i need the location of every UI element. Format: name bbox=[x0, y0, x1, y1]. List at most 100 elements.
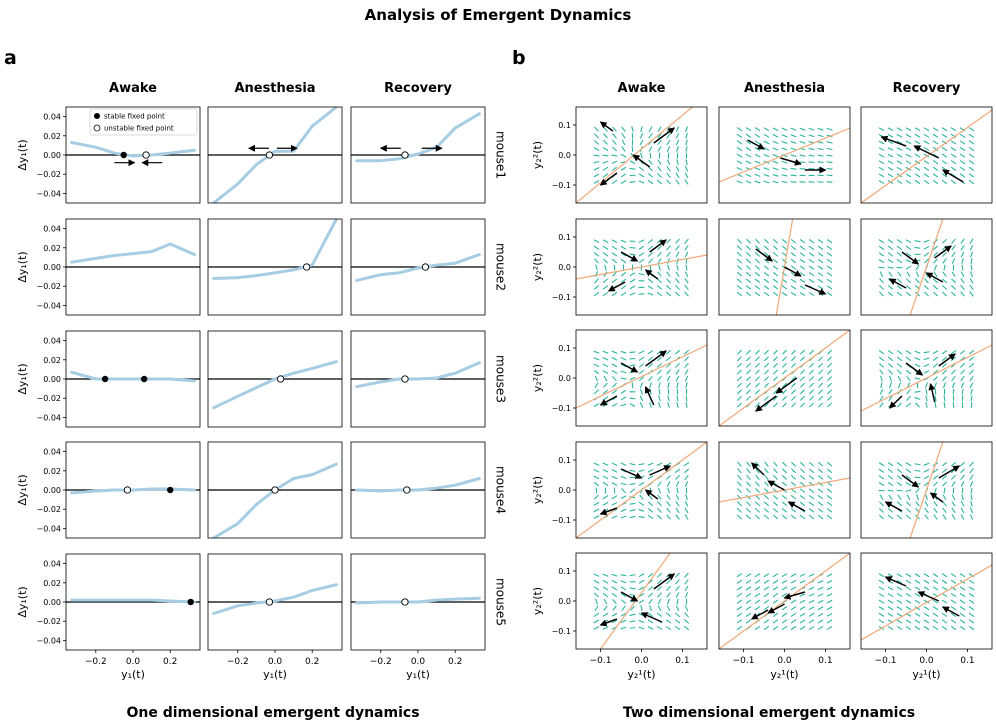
axes-frame bbox=[350, 330, 486, 428]
quiver-arrow bbox=[638, 463, 645, 466]
quiver-arrow bbox=[638, 482, 645, 486]
quiver-arrow bbox=[737, 376, 742, 381]
quiver-arrow bbox=[772, 586, 779, 591]
quiver-arrow bbox=[969, 382, 974, 388]
quiver-arrow bbox=[924, 291, 929, 297]
stable-fixed-point bbox=[167, 486, 174, 494]
quiver-arrow bbox=[647, 626, 654, 630]
quiver-arrow bbox=[914, 573, 921, 578]
quiver-arrow bbox=[684, 291, 689, 297]
quiver-arrow bbox=[887, 586, 894, 591]
quiver-arrow bbox=[685, 132, 688, 139]
quiver-arrow bbox=[657, 356, 662, 361]
quiver-arrow bbox=[887, 266, 894, 269]
quiver-arrow bbox=[879, 395, 884, 402]
quiver-arrow bbox=[941, 573, 948, 578]
quiver-arrow bbox=[764, 474, 769, 480]
quiver-arrow bbox=[826, 292, 833, 296]
quiver-arrow bbox=[666, 475, 671, 480]
quiver-arrow bbox=[914, 397, 921, 400]
quiver-arrow bbox=[941, 579, 948, 584]
quiver-arrow bbox=[914, 599, 921, 604]
quiver-arrow bbox=[932, 180, 939, 184]
quiver-arrow bbox=[888, 494, 893, 500]
quiver-arrow bbox=[602, 160, 609, 164]
quiver-arrow bbox=[897, 402, 902, 408]
quiver-arrow bbox=[620, 462, 627, 466]
quiver-arrow bbox=[896, 291, 902, 297]
panel-a-col-title: Anesthesia bbox=[234, 81, 315, 96]
quiver-arrow bbox=[959, 593, 966, 597]
quiver-arrow bbox=[826, 141, 833, 144]
unstable-fixed-point bbox=[123, 486, 132, 494]
quiver-arrow bbox=[667, 598, 670, 605]
quiver-arrow bbox=[745, 140, 752, 145]
quiver-arrow bbox=[827, 475, 832, 480]
quiver-arrow bbox=[905, 619, 912, 624]
quiver-arrow bbox=[960, 291, 965, 297]
quiver-arrow bbox=[737, 389, 742, 395]
dynamics-curve bbox=[212, 107, 338, 203]
quiver-arrow bbox=[684, 238, 689, 244]
quiver-arrow bbox=[611, 292, 618, 296]
quiver-arrow bbox=[676, 481, 680, 487]
quiver-arrow bbox=[629, 488, 635, 493]
quiver-arrow bbox=[950, 599, 957, 604]
quiver-arrow bbox=[629, 376, 636, 381]
quiver-arrow bbox=[781, 586, 788, 591]
quiver-arrow bbox=[790, 626, 797, 630]
quiver-arrow bbox=[593, 350, 600, 354]
quiver-arrow bbox=[924, 252, 929, 257]
dynamics-curve bbox=[212, 583, 338, 615]
quiver-arrow bbox=[897, 468, 902, 473]
quiver-arrow bbox=[790, 586, 797, 591]
quiver-arrow bbox=[818, 461, 823, 467]
x-tick-label: −0.2 bbox=[370, 657, 392, 667]
flow-arrow bbox=[632, 154, 651, 168]
quiver-arrow bbox=[611, 592, 618, 598]
y-axis-label: Δy₁(t) bbox=[16, 586, 29, 617]
panel-a-subplot bbox=[207, 441, 343, 539]
quiver-arrow bbox=[746, 369, 751, 375]
quiver-arrow bbox=[737, 481, 742, 487]
quiver-arrow bbox=[648, 146, 653, 152]
quiver-arrow bbox=[799, 252, 806, 257]
quiver-arrow bbox=[666, 278, 671, 284]
quiver-arrow bbox=[951, 475, 956, 480]
quiver-arrow bbox=[896, 514, 902, 520]
quiver-arrow bbox=[951, 356, 956, 361]
quiver-arrow bbox=[781, 508, 788, 513]
stable-fixed-point bbox=[101, 375, 109, 383]
quiver-arrow bbox=[620, 351, 627, 354]
x-tick-label: 0.0 bbox=[411, 657, 426, 667]
quiver-arrow bbox=[932, 626, 939, 630]
quiver-arrow bbox=[612, 126, 617, 132]
x-axis-label: y₁(t) bbox=[406, 668, 430, 681]
quiver-arrow bbox=[763, 180, 770, 184]
quiver-arrow bbox=[782, 402, 787, 408]
quiver-arrow bbox=[818, 495, 824, 500]
quiver-arrow bbox=[817, 599, 824, 604]
quiver-arrow bbox=[959, 612, 966, 617]
quiver-arrow bbox=[950, 612, 957, 617]
quiver-arrow bbox=[952, 401, 955, 409]
quiver-arrow bbox=[764, 488, 769, 493]
quiver-arrow bbox=[746, 488, 751, 493]
quiver-arrow bbox=[755, 376, 760, 381]
axes-frame bbox=[718, 441, 851, 539]
quiver-arrow bbox=[781, 580, 788, 584]
quiver-field bbox=[576, 107, 694, 203]
quiver-arrow bbox=[612, 382, 617, 388]
quiver-arrow bbox=[773, 252, 778, 257]
quiver-arrow bbox=[923, 606, 930, 611]
quiver-arrow bbox=[897, 252, 902, 257]
fit-line bbox=[576, 442, 707, 538]
quiver-arrow bbox=[799, 573, 806, 577]
panel-a-subplot bbox=[350, 441, 486, 539]
quiver-arrow bbox=[594, 140, 599, 145]
quiver-arrow bbox=[764, 494, 769, 500]
quiver-arrow bbox=[658, 395, 661, 402]
quiver-arrow bbox=[888, 271, 893, 277]
quiver-arrow bbox=[656, 292, 663, 296]
